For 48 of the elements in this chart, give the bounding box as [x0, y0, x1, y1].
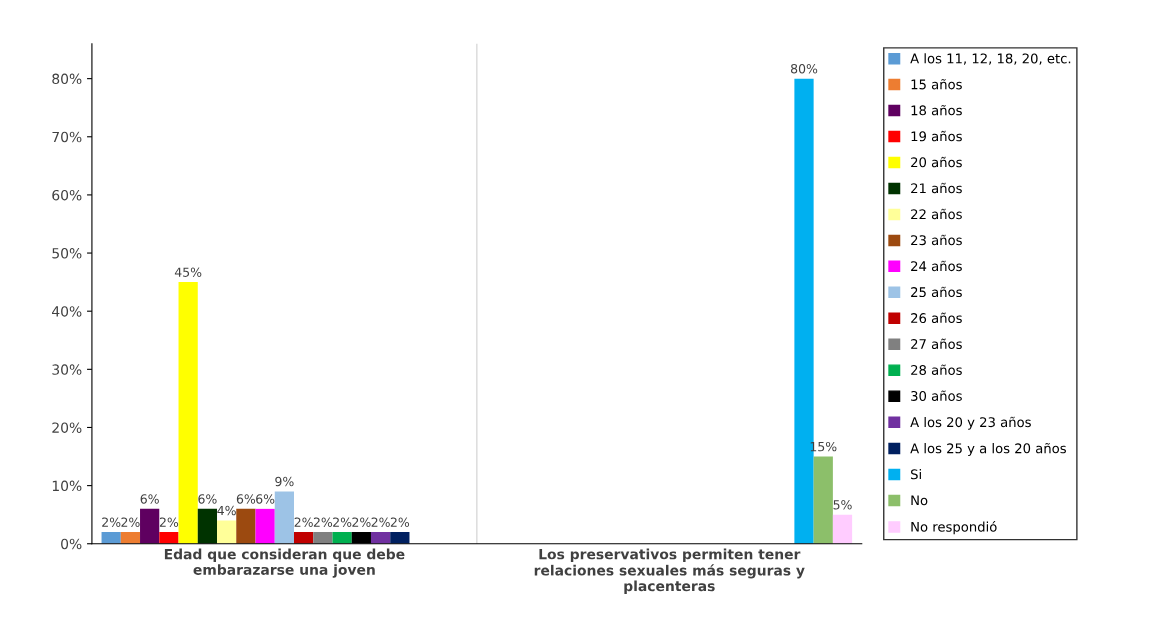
legend-label: 28 años — [911, 364, 962, 375]
data-label: 4% — [217, 505, 236, 516]
data-label: 2% — [352, 517, 371, 527]
data-label: 2% — [333, 517, 352, 527]
y-tick-label: 20% — [52, 422, 82, 433]
legend-label: 19 años — [911, 130, 962, 142]
y-tick-label: 30% — [52, 364, 82, 375]
y-tick-label: 0% — [61, 538, 82, 550]
data-label: 6% — [256, 494, 275, 504]
data-label: 2% — [313, 517, 333, 527]
data-label: 9% — [275, 476, 294, 487]
legend-label: A los 11, 12, 18, 20, etc. — [910, 53, 1071, 65]
y-tick-label: 50% — [52, 248, 82, 259]
legend-label: Si — [911, 469, 921, 480]
data-label: 6% — [198, 494, 217, 504]
data-label: 2% — [371, 517, 390, 527]
data-label: 2% — [390, 517, 410, 527]
data-label: 2% — [294, 517, 313, 527]
data-label: 5% — [833, 500, 852, 510]
y-tick-label: 40% — [52, 306, 82, 317]
data-label: 6% — [140, 494, 159, 504]
legend-label: No — [911, 495, 928, 506]
data-label: 80% — [790, 63, 818, 74]
legend-label: 30 años — [911, 390, 962, 401]
data-label: 2% — [121, 517, 140, 527]
data-label: 6% — [236, 494, 256, 504]
data-label: 2% — [102, 517, 121, 527]
legend-label: 15 años — [911, 78, 962, 90]
x-tick-label: Edad que consideran que debe embarazarse una joven — [164, 548, 405, 578]
legend-label: 21 años — [911, 182, 962, 194]
legend-label: 18 años — [911, 104, 962, 116]
legend-label: A los 20 y 23 años — [910, 416, 1031, 430]
data-label: 45% — [174, 267, 202, 277]
y-tick-label: 80% — [52, 73, 82, 85]
y-tick-label: 10% — [52, 480, 82, 492]
legend-label: 26 años — [911, 312, 962, 324]
legend-label: 22 años — [911, 208, 962, 220]
legend-label: 20 años — [911, 156, 962, 168]
legend-label: 23 años — [911, 234, 962, 246]
legend-label: A los 25 y a los 20 años — [910, 442, 1066, 456]
legend-label: 25 años — [911, 286, 962, 298]
legend-label: No respondió — [911, 521, 997, 535]
legend-label: 27 años — [911, 338, 962, 350]
x-tick-label: Los preservativos permiten tener relaciones sexuales más seguras y placenteras — [534, 548, 805, 594]
legend-label: 24 años — [911, 260, 962, 272]
data-label: 2% — [159, 517, 179, 527]
y-tick-label: 70% — [52, 131, 82, 143]
y-tick-label: 60% — [52, 189, 82, 201]
